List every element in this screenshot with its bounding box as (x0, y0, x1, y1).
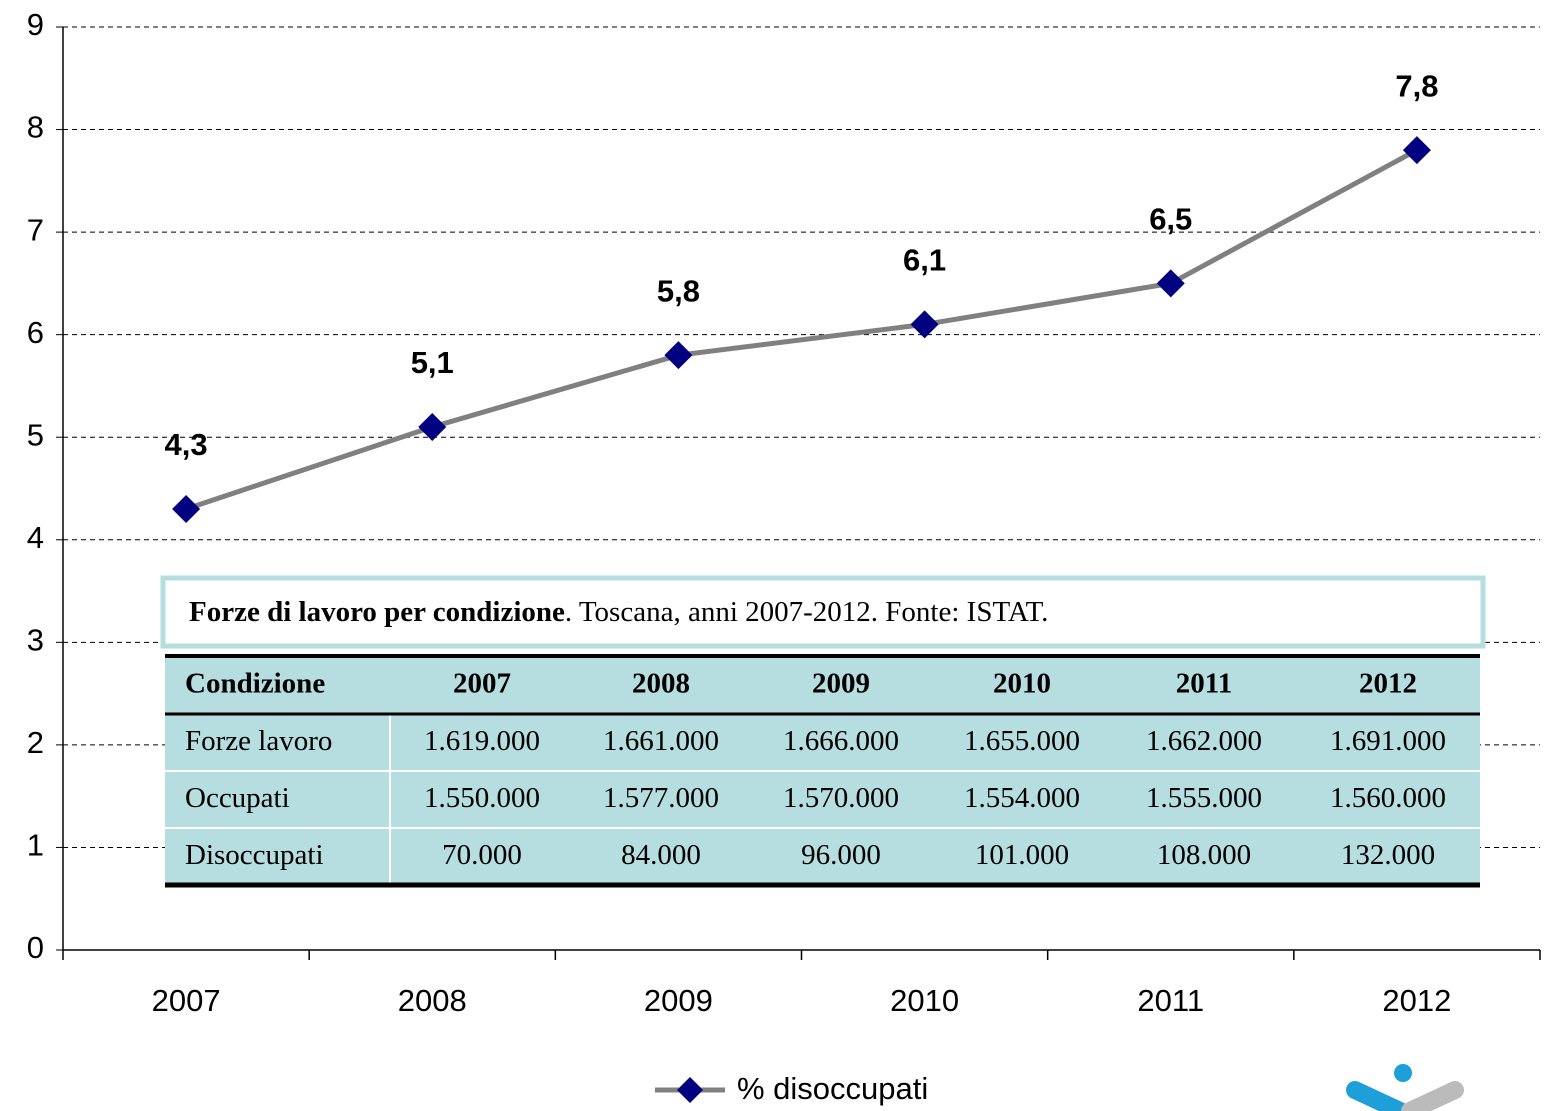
data-label: 5,8 (657, 273, 700, 308)
table-cell: 1.570.000 (783, 782, 899, 814)
legend-marker (677, 1077, 703, 1103)
y-tick-label: 2 (27, 725, 44, 760)
table-cell: 1.577.000 (603, 782, 719, 814)
y-tick-label: 4 (27, 520, 44, 555)
data-label: 6,1 (903, 243, 946, 278)
data-label: 4,3 (165, 427, 208, 462)
y-tick-label: 5 (27, 417, 44, 452)
caption-title: Forze di lavoro per condizione (189, 596, 565, 628)
data-point (910, 310, 939, 339)
y-tick-label: 3 (27, 623, 44, 658)
table-cell: 84.000 (621, 839, 701, 871)
y-tick-label: 1 (27, 828, 44, 863)
table-cell: 132.000 (1341, 839, 1435, 871)
table-cell: 1.550.000 (424, 782, 540, 814)
y-tick-label: 9 (27, 7, 44, 42)
table-cell: 1.619.000 (424, 725, 540, 757)
table-header-cell: Condizione (185, 668, 325, 700)
table-caption: Forze di lavoro per condizione. Toscana,… (189, 596, 1048, 628)
y-tick-label: 7 (27, 212, 44, 247)
table-header-cell: 2011 (1176, 668, 1232, 700)
data-point (172, 495, 201, 524)
table-cell: 1.554.000 (964, 782, 1080, 814)
table-cell: Occupati (185, 782, 290, 814)
table-cell: Disoccupati (185, 839, 324, 871)
table-cell: Forze lavoro (185, 725, 332, 757)
x-tick-label: 2010 (890, 983, 959, 1018)
data-label: 7,8 (1395, 68, 1438, 103)
x-tick-label: 2012 (1382, 983, 1451, 1018)
y-tick-label: 8 (27, 110, 44, 145)
x-tick-label: 2008 (398, 983, 467, 1018)
x-tick-label: 2009 (644, 983, 713, 1018)
table-cell: 1.691.000 (1330, 725, 1446, 757)
table-cell: 1.661.000 (603, 725, 719, 757)
y-tick-label: 0 (27, 930, 44, 965)
y-tick-label: 6 (27, 315, 44, 350)
table-header-cell: 2008 (632, 668, 690, 700)
data-label: 6,5 (1149, 202, 1192, 237)
table-cell: 1.555.000 (1146, 782, 1262, 814)
table-header-cell: 2012 (1359, 668, 1417, 700)
table-cell: 1.655.000 (964, 725, 1080, 757)
table-cell: 108.000 (1157, 839, 1251, 871)
series-line (185, 147, 1419, 512)
table-cell: 1.560.000 (1330, 782, 1446, 814)
table-cell: 70.000 (442, 839, 522, 871)
x-tick-label: 2011 (1137, 983, 1204, 1018)
table-header-cell: 2007 (453, 668, 511, 700)
data-point (418, 412, 447, 441)
table-header-cell: 2009 (812, 668, 870, 700)
table-caption-box (160, 575, 1486, 649)
data-label: 5,1 (411, 345, 454, 380)
x-tick-label: 2007 (152, 983, 221, 1018)
table-cell: 101.000 (975, 839, 1069, 871)
table-cell: 1.666.000 (783, 725, 899, 757)
logo (1346, 1064, 1464, 1111)
data-point (1402, 136, 1431, 165)
table-cell: 1.662.000 (1146, 725, 1262, 757)
table-cell: 96.000 (801, 839, 881, 871)
data-point (664, 341, 693, 370)
caption-text: . Toscana, anni 2007-2012. Fonte: ISTAT. (565, 596, 1048, 628)
table-header-cell: 2010 (993, 668, 1051, 700)
legend-label: % disoccupati (737, 1071, 928, 1106)
data-point (1156, 269, 1185, 298)
